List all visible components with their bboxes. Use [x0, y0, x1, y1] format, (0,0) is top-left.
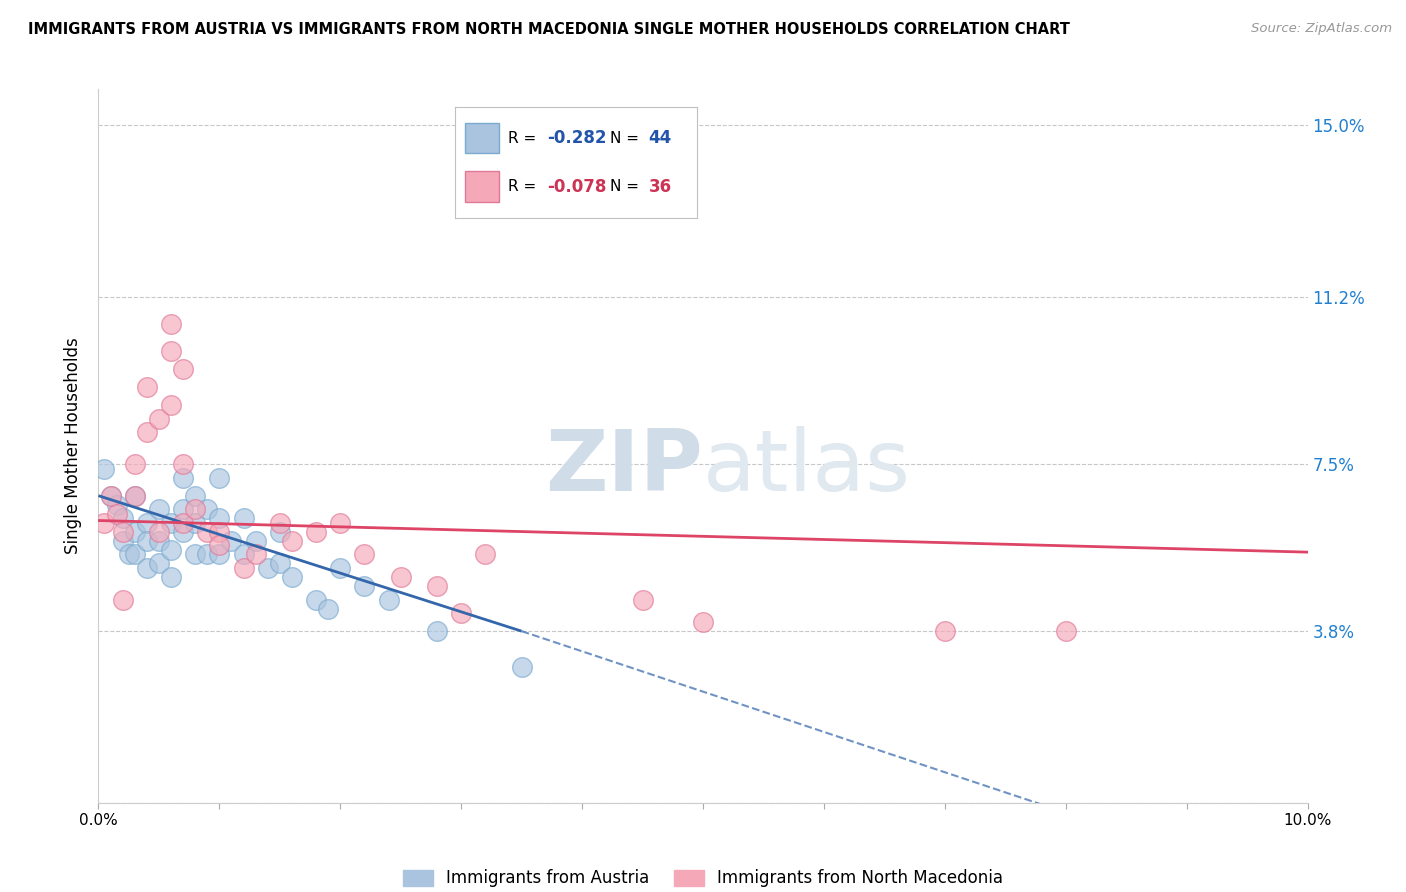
Point	[124, 457, 146, 471]
Point	[316, 601, 339, 615]
Point	[135, 516, 157, 530]
Point	[208, 538, 231, 552]
Point	[148, 524, 170, 539]
Point	[195, 524, 218, 539]
Point	[135, 561, 157, 575]
Point	[450, 606, 472, 620]
Point	[118, 548, 141, 562]
Point	[305, 524, 328, 539]
Point	[148, 557, 170, 571]
Point	[232, 561, 254, 575]
Point	[208, 548, 231, 562]
Point	[208, 511, 231, 525]
Point	[1054, 624, 1077, 639]
Point	[172, 457, 194, 471]
Point	[692, 615, 714, 629]
Point	[195, 502, 218, 516]
Point	[221, 533, 243, 548]
Point	[160, 542, 183, 557]
Point	[172, 524, 194, 539]
Point	[474, 548, 496, 562]
Point	[281, 570, 304, 584]
Point	[934, 624, 956, 639]
Point	[184, 516, 207, 530]
Point	[160, 344, 183, 359]
Point	[232, 548, 254, 562]
Point	[100, 489, 122, 503]
Point	[426, 579, 449, 593]
Point	[353, 579, 375, 593]
Y-axis label: Single Mother Households: Single Mother Households	[65, 338, 83, 554]
Point	[631, 592, 654, 607]
Point	[160, 570, 183, 584]
Point	[172, 362, 194, 376]
Point	[148, 502, 170, 516]
Point	[245, 533, 267, 548]
Point	[135, 380, 157, 394]
Text: ZIP: ZIP	[546, 425, 703, 509]
Point	[111, 592, 134, 607]
Point	[160, 516, 183, 530]
Legend: Immigrants from Austria, Immigrants from North Macedonia: Immigrants from Austria, Immigrants from…	[402, 869, 1004, 888]
Point	[124, 524, 146, 539]
Point	[269, 557, 291, 571]
Point	[135, 425, 157, 440]
Point	[124, 489, 146, 503]
Point	[269, 524, 291, 539]
Point	[195, 548, 218, 562]
Point	[105, 498, 128, 512]
Point	[160, 317, 183, 331]
Text: atlas: atlas	[703, 425, 911, 509]
Point	[353, 548, 375, 562]
Point	[329, 516, 352, 530]
Point	[377, 592, 399, 607]
Point	[135, 533, 157, 548]
Point	[100, 489, 122, 503]
Point	[111, 524, 134, 539]
Point	[111, 533, 134, 548]
Point	[184, 489, 207, 503]
Text: Source: ZipAtlas.com: Source: ZipAtlas.com	[1251, 22, 1392, 36]
Point	[124, 489, 146, 503]
Point	[148, 412, 170, 426]
Point	[184, 502, 207, 516]
Point	[281, 533, 304, 548]
Point	[124, 548, 146, 562]
Point	[184, 548, 207, 562]
Point	[148, 533, 170, 548]
Point	[256, 561, 278, 575]
Point	[245, 548, 267, 562]
Point	[269, 516, 291, 530]
Point	[208, 470, 231, 484]
Point	[172, 502, 194, 516]
Point	[111, 511, 134, 525]
Point	[389, 570, 412, 584]
Point	[172, 470, 194, 484]
Point	[93, 461, 115, 475]
Point	[208, 524, 231, 539]
Point	[329, 561, 352, 575]
Point	[160, 398, 183, 412]
Point	[305, 592, 328, 607]
Point	[510, 660, 533, 674]
Point	[93, 516, 115, 530]
Point	[426, 624, 449, 639]
Point	[105, 507, 128, 521]
Point	[232, 511, 254, 525]
Point	[172, 516, 194, 530]
Text: IMMIGRANTS FROM AUSTRIA VS IMMIGRANTS FROM NORTH MACEDONIA SINGLE MOTHER HOUSEHO: IMMIGRANTS FROM AUSTRIA VS IMMIGRANTS FR…	[28, 22, 1070, 37]
